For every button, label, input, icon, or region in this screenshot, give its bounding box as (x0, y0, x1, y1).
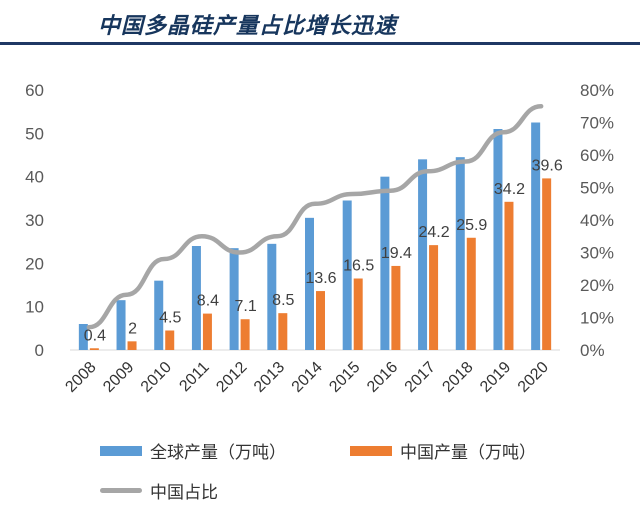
x-tick-label: 2020 (515, 359, 552, 396)
bar-global (191, 246, 201, 350)
x-tick-label: 2008 (62, 359, 99, 396)
data-label-china: 7.1 (234, 298, 256, 315)
data-label-china: 24.2 (419, 224, 450, 241)
bar-china (202, 313, 212, 350)
y-right-tick-label: 40% (580, 211, 614, 230)
bar-china (466, 237, 476, 350)
bar-global (267, 243, 277, 350)
legend-swatch-global (100, 445, 142, 456)
y-right-tick-label: 60% (580, 146, 614, 165)
x-tick-label: 2017 (402, 359, 439, 396)
data-label-china: 8.4 (197, 293, 219, 310)
bar-global (78, 324, 88, 350)
data-label-china: 0.4 (84, 327, 106, 344)
y-right-tick-label: 80% (580, 81, 614, 100)
y-right-tick-label: 30% (580, 244, 614, 263)
data-label-china: 34.2 (494, 181, 525, 198)
legend: 全球产量（万吨） 中国产量（万吨） 中国占比 (0, 420, 640, 520)
data-label-china: 13.6 (305, 270, 336, 287)
bar-china (240, 319, 250, 350)
x-tick-label: 2015 (326, 359, 363, 396)
data-label-china: 8.5 (272, 292, 294, 309)
bar-china (429, 245, 439, 350)
chart-title: 中国多晶硅产量占比增长迅速 (98, 13, 398, 39)
legend-item-global: 全球产量（万吨） (100, 438, 286, 463)
data-label-china: 4.5 (159, 310, 181, 327)
y-right-tick-label: 70% (580, 114, 614, 133)
legend-label-share: 中国占比 (150, 483, 218, 503)
title-bar: 中国多晶硅产量占比增长迅速 (0, 0, 640, 52)
bar-global (531, 122, 541, 350)
legend-label-china: 中国产量（万吨） (400, 443, 536, 463)
x-tick-label: 2011 (176, 359, 212, 395)
bar-china (127, 341, 137, 350)
y-right-tick-label: 0% (580, 341, 605, 360)
x-tick-label: 2014 (289, 359, 326, 396)
bar-china (165, 330, 175, 350)
bar-china (316, 291, 325, 350)
legend-item-china: 中国产量（万吨） (350, 438, 536, 463)
x-tick-label: 2016 (364, 359, 401, 396)
y-right-tick-label: 50% (580, 179, 614, 198)
data-label-china: 2 (128, 320, 137, 337)
x-tick-label: 2012 (213, 359, 250, 396)
bar-china (353, 278, 363, 350)
bar-global (305, 217, 314, 350)
y-left-tick-label: 40 (25, 168, 44, 187)
bar-global (418, 159, 428, 350)
title-divider (0, 42, 640, 45)
bar-china (542, 178, 552, 350)
y-left-tick-label: 30 (25, 211, 44, 230)
legend-item-share: 中国占比 (100, 478, 218, 503)
data-label-china: 16.5 (343, 258, 374, 275)
y-left-tick-label: 20 (25, 254, 44, 273)
bar-global (455, 157, 465, 350)
bar-global (154, 280, 164, 350)
bar-global (229, 248, 239, 350)
y-right-tick-label: 10% (580, 309, 614, 328)
legend-label-global: 全球产量（万吨） (150, 443, 286, 463)
bar-china (278, 313, 288, 350)
x-tick-label: 2019 (477, 359, 514, 396)
data-label-china: 39.6 (532, 157, 563, 174)
y-right-tick-label: 20% (580, 276, 614, 295)
legend-swatch-china (350, 445, 392, 456)
legend-swatch-share (100, 488, 142, 493)
x-tick-label: 2018 (439, 359, 476, 396)
bar-china (89, 348, 99, 350)
bar-china (391, 265, 401, 350)
share-line (86, 104, 544, 330)
y-left-tick-label: 0 (35, 341, 44, 360)
y-left-tick-label: 60 (25, 81, 44, 100)
bar-global (116, 300, 126, 350)
bar-global (342, 200, 352, 350)
bar-global (380, 176, 390, 350)
chart-canvas: 0 10 20 30 40 50 60 0% 10% 20% 30% 40% 50% 60% 70% 80% 0… (25, 81, 614, 396)
x-tick-label: 2009 (100, 359, 137, 396)
x-tick-label: 2013 (251, 359, 288, 396)
x-tick-label: 2010 (138, 359, 175, 396)
data-label-china: 25.9 (456, 217, 487, 234)
y-left-tick-label: 10 (25, 298, 44, 317)
y-left-tick-label: 50 (25, 124, 44, 143)
bar-global (493, 129, 503, 350)
data-label-china: 19.4 (381, 245, 412, 262)
bar-china (504, 201, 514, 350)
